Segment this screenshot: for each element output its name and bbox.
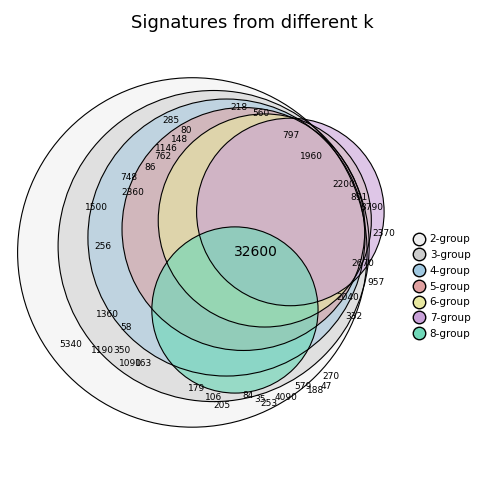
Text: 270: 270 [322,371,339,381]
Circle shape [122,107,365,350]
Text: 47: 47 [321,382,332,391]
Text: 148: 148 [171,135,188,144]
Text: 797: 797 [282,131,299,140]
Text: 285: 285 [162,116,179,125]
Text: 58: 58 [120,323,132,332]
Text: 1146: 1146 [155,144,178,153]
Text: 4090: 4090 [275,393,297,402]
Text: 2360: 2360 [121,188,144,197]
Text: 1500: 1500 [85,203,108,212]
Text: 35: 35 [255,395,266,404]
Text: 253: 253 [261,399,278,408]
Text: 1960: 1960 [300,152,323,161]
Text: 205: 205 [214,401,231,410]
Text: 1190: 1190 [91,346,114,355]
Text: 748: 748 [120,173,137,182]
Text: 5340: 5340 [59,340,82,349]
Text: 218: 218 [231,103,248,112]
Text: 2670: 2670 [351,259,374,268]
Text: 2040: 2040 [337,293,359,302]
Circle shape [152,227,318,393]
Text: 106: 106 [205,393,222,402]
Circle shape [88,99,365,376]
Text: 579: 579 [294,382,312,391]
Text: 891: 891 [350,193,367,202]
Text: 1360: 1360 [96,310,118,319]
Text: 2370: 2370 [372,229,396,238]
Text: 84: 84 [242,391,254,400]
Text: 3790: 3790 [360,203,383,212]
Text: 80: 80 [180,127,192,136]
Circle shape [18,78,367,427]
Text: 163: 163 [135,359,152,368]
Text: 179: 179 [188,385,205,393]
Legend: 2-group, 3-group, 4-group, 5-group, 6-group, 7-group, 8-group: 2-group, 3-group, 4-group, 5-group, 6-gr… [414,234,470,339]
Text: 332: 332 [346,312,363,321]
Text: 86: 86 [144,163,155,172]
Text: 1090: 1090 [119,359,142,368]
Text: 762: 762 [154,152,171,161]
Title: Signatures from different k: Signatures from different k [131,14,373,32]
Text: 256: 256 [94,241,111,250]
Text: 560: 560 [252,109,269,118]
Text: 32600: 32600 [234,245,278,260]
Text: 188: 188 [307,387,325,396]
Circle shape [158,114,371,327]
Circle shape [197,118,384,306]
Text: 350: 350 [113,346,131,355]
Circle shape [58,91,369,402]
Text: 2200: 2200 [332,180,355,189]
Text: 957: 957 [367,278,384,287]
